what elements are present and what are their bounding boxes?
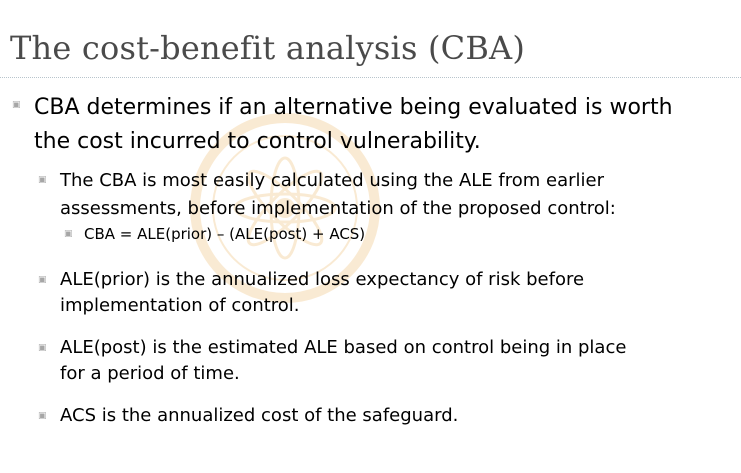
bullet-1-line-2: the cost incurred to control vulnerabili… (34, 129, 481, 154)
formula-line: CBA = ALE(prior) – (ALE(post) + ACS) (84, 225, 366, 243)
bullet-5-line-1: ALE(post) is the estimated ALE based on … (60, 337, 627, 358)
square-bullet-icon: ▣ (12, 100, 21, 110)
title-divider (0, 77, 741, 78)
square-bullet-icon: ▣ (38, 275, 47, 285)
square-bullet-icon: ▣ (38, 411, 47, 421)
bullet-6-line-1: ACS is the annualized cost of the safegu… (60, 405, 459, 426)
bullet-4-line-2: implementation of control. (60, 295, 300, 316)
bullet-2-line-2: assessments, before implementation of th… (60, 198, 616, 219)
bullet-2-line-1: The CBA is most easily calculated using … (60, 170, 604, 191)
slide-title: The cost-benefit analysis (CBA) (10, 29, 526, 67)
bullet-4-line-1: ALE(prior) is the annualized loss expect… (60, 269, 585, 290)
square-bullet-icon: ▣ (38, 343, 47, 353)
square-bullet-icon: ▣ (64, 229, 73, 239)
bullet-1-line-1: CBA determines if an alternative being e… (34, 95, 673, 120)
square-bullet-icon: ▣ (38, 175, 47, 185)
bullet-5-line-2: for a period of time. (60, 363, 240, 384)
